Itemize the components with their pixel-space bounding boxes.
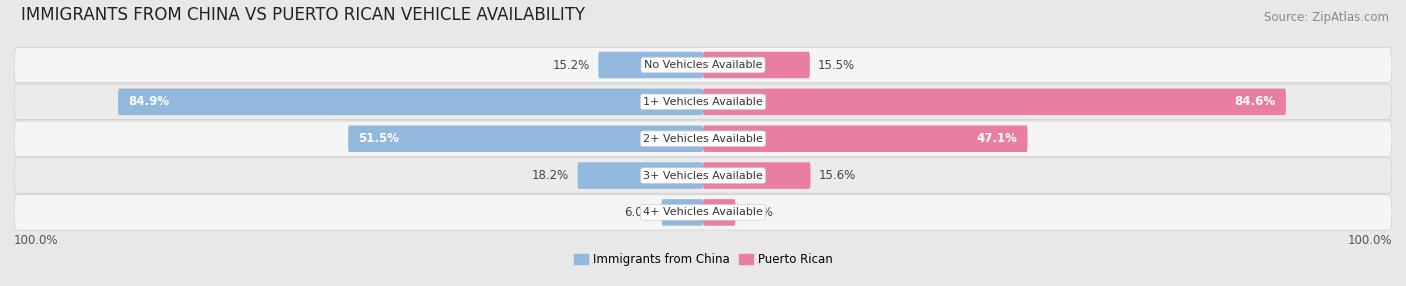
FancyBboxPatch shape	[599, 52, 703, 78]
Text: 6.0%: 6.0%	[624, 206, 654, 219]
FancyBboxPatch shape	[578, 162, 703, 189]
FancyBboxPatch shape	[703, 52, 810, 78]
FancyBboxPatch shape	[349, 126, 703, 152]
Text: 84.9%: 84.9%	[128, 95, 170, 108]
Text: 51.5%: 51.5%	[359, 132, 399, 145]
FancyBboxPatch shape	[14, 121, 1392, 156]
FancyBboxPatch shape	[118, 89, 703, 115]
Text: 15.6%: 15.6%	[818, 169, 856, 182]
Text: 100.0%: 100.0%	[1347, 234, 1392, 247]
FancyBboxPatch shape	[14, 47, 1392, 83]
FancyBboxPatch shape	[14, 158, 1392, 193]
Text: 15.5%: 15.5%	[818, 59, 855, 72]
Text: 1+ Vehicles Available: 1+ Vehicles Available	[643, 97, 763, 107]
FancyBboxPatch shape	[703, 126, 1028, 152]
Text: 100.0%: 100.0%	[14, 234, 59, 247]
Text: 18.2%: 18.2%	[531, 169, 569, 182]
Text: 15.2%: 15.2%	[553, 59, 591, 72]
FancyBboxPatch shape	[14, 195, 1392, 230]
Text: IMMIGRANTS FROM CHINA VS PUERTO RICAN VEHICLE AVAILABILITY: IMMIGRANTS FROM CHINA VS PUERTO RICAN VE…	[21, 6, 585, 24]
Text: 84.6%: 84.6%	[1234, 95, 1275, 108]
FancyBboxPatch shape	[703, 89, 1286, 115]
FancyBboxPatch shape	[662, 199, 703, 226]
Text: 2+ Vehicles Available: 2+ Vehicles Available	[643, 134, 763, 144]
Text: No Vehicles Available: No Vehicles Available	[644, 60, 762, 70]
Text: 3+ Vehicles Available: 3+ Vehicles Available	[643, 170, 763, 180]
FancyBboxPatch shape	[14, 84, 1392, 120]
Legend: Immigrants from China, Puerto Rican: Immigrants from China, Puerto Rican	[569, 248, 837, 271]
Text: 47.1%: 47.1%	[976, 132, 1017, 145]
FancyBboxPatch shape	[703, 199, 735, 226]
Text: 4.7%: 4.7%	[744, 206, 773, 219]
Text: 4+ Vehicles Available: 4+ Vehicles Available	[643, 207, 763, 217]
Text: Source: ZipAtlas.com: Source: ZipAtlas.com	[1264, 11, 1389, 24]
FancyBboxPatch shape	[703, 162, 810, 189]
